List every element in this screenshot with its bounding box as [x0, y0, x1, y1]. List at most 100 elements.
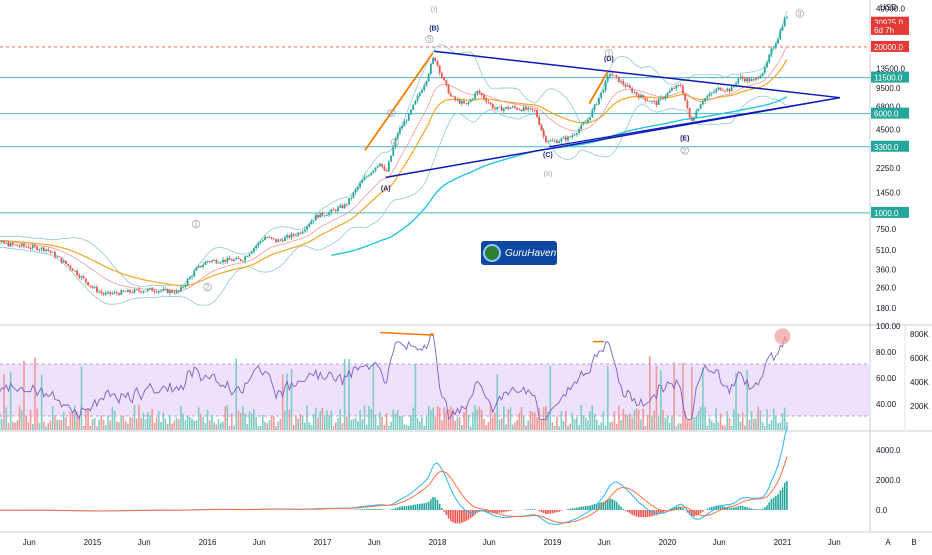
- macd-histogram-bar: [638, 510, 640, 517]
- macd-histogram-bar: [437, 500, 439, 510]
- candle-body: [616, 75, 618, 76]
- macd-histogram-bar: [569, 509, 571, 510]
- candle-body: [494, 108, 496, 109]
- guruhaven-badge[interactable]: GuruHaven: [481, 241, 557, 265]
- candle-body: [704, 98, 706, 101]
- volume-bar: [647, 415, 649, 430]
- candle-body: [538, 117, 540, 125]
- volume-bar: [737, 413, 739, 430]
- volume-bar: [534, 412, 536, 430]
- volume-bar: [773, 409, 775, 430]
- volume-bar: [479, 407, 481, 430]
- candle-body: [786, 17, 788, 18]
- candle-body: [224, 260, 226, 262]
- macd-histogram-bar: [616, 502, 618, 510]
- volume-bar: [589, 411, 591, 430]
- volume-bar: [293, 425, 295, 430]
- volume-bar: [83, 426, 85, 430]
- volume-bar: [107, 415, 109, 430]
- candle-body: [722, 90, 724, 91]
- volume-bar: [249, 411, 251, 430]
- volume-bar: [569, 424, 571, 430]
- volume-bar: [138, 405, 140, 430]
- volume-bar: [642, 409, 644, 430]
- macd-histogram-bar: [753, 509, 755, 510]
- volume-bar: [390, 422, 392, 430]
- candle-body: [414, 101, 416, 105]
- volume-bar: [609, 422, 611, 430]
- candle-body: [523, 107, 525, 111]
- time-tick: 2019: [544, 538, 562, 547]
- volume-bar: [410, 415, 412, 430]
- macd-histogram-bar: [625, 510, 627, 511]
- candle-body: [644, 98, 646, 101]
- candle-body: [748, 78, 750, 81]
- volume-bar: [749, 420, 751, 430]
- volume-bar: [45, 426, 47, 430]
- candle-body: [403, 121, 405, 126]
- volume-bar: [507, 410, 509, 430]
- candle-body: [432, 58, 434, 64]
- candle-body: [178, 291, 180, 292]
- volume-bar: [342, 423, 344, 430]
- candle-body: [468, 102, 470, 104]
- macd-histogram-bar: [620, 507, 622, 510]
- volume-bar: [8, 423, 10, 430]
- candle-body: [532, 108, 534, 109]
- candle-body: [631, 88, 633, 92]
- volume-bar: [368, 406, 370, 430]
- candle-body: [638, 95, 640, 98]
- volume-bar: [631, 418, 633, 430]
- candle-body: [675, 85, 677, 88]
- candle-body: [503, 108, 505, 110]
- volume-bar: [430, 410, 432, 430]
- candle-body: [368, 175, 370, 176]
- price-tick: 40000.0: [876, 5, 905, 14]
- macd-histogram-bar: [760, 509, 762, 510]
- candle-body: [408, 113, 410, 120]
- candle-body: [485, 99, 487, 102]
- volume-bar: [178, 419, 180, 430]
- volume-bar: [322, 408, 324, 430]
- candle-body: [240, 259, 242, 261]
- volume-bar: [605, 426, 607, 430]
- macd-histogram-bar: [645, 510, 647, 517]
- macd-histogram-bar: [729, 508, 731, 510]
- volume-bar: [129, 417, 131, 430]
- time-tick: 2020: [659, 538, 677, 547]
- candle-body: [419, 93, 421, 96]
- candle-body: [574, 135, 576, 136]
- volume-bar: [768, 424, 770, 430]
- candle-body: [397, 133, 399, 138]
- macd-pane[interactable]: [0, 432, 870, 530]
- candle-body: [560, 139, 562, 142]
- macd-histogram-bar: [472, 510, 474, 517]
- time-tick: Jun: [368, 538, 381, 547]
- price-tick: 510.0: [876, 246, 897, 255]
- candle-body: [63, 261, 65, 263]
- candle-body: [744, 79, 746, 82]
- volume-bar: [162, 413, 164, 430]
- volume-bar: [691, 367, 693, 430]
- candle-body: [474, 93, 476, 98]
- candle-body: [487, 102, 489, 103]
- macd-histogram-bar: [375, 509, 377, 510]
- candle-body: [74, 271, 76, 272]
- macd-histogram-bar: [401, 506, 403, 510]
- volume-bar: [98, 420, 100, 430]
- candle-body: [136, 289, 138, 290]
- candle-body: [184, 285, 186, 287]
- macd-histogram-bar: [415, 504, 417, 510]
- candle-body: [266, 237, 268, 238]
- candle-body: [145, 291, 147, 292]
- volume-bar: [501, 418, 503, 430]
- candle-body: [67, 264, 69, 266]
- volume-bar: [174, 421, 176, 430]
- candle-body: [302, 231, 304, 233]
- volume-bar: [337, 418, 339, 430]
- candle-body: [687, 101, 689, 108]
- candle-body: [156, 292, 158, 293]
- macd-histogram-bar: [410, 505, 412, 510]
- volume-bar: [625, 414, 627, 430]
